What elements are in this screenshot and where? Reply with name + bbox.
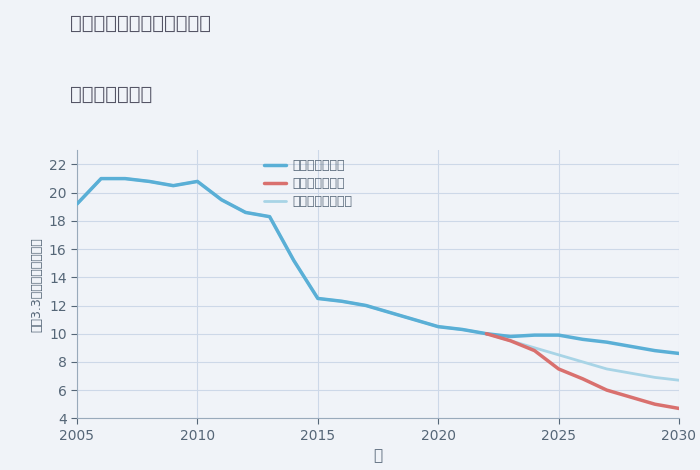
- バッドシナリオ: [554, 366, 563, 372]
- グッドシナリオ: [554, 332, 563, 338]
- ノーマルシナリオ: [603, 366, 611, 372]
- グッドシナリオ: [603, 339, 611, 345]
- ノーマルシナリオ: [626, 370, 635, 376]
- Text: 土地の価格推移: 土地の価格推移: [70, 85, 153, 103]
- ノーマルシナリオ: [554, 352, 563, 358]
- グッドシナリオ: [651, 348, 659, 353]
- Text: 三重県伊賀市上野福居町の: 三重県伊賀市上野福居町の: [70, 14, 211, 33]
- Legend: グッドシナリオ, バッドシナリオ, ノーマルシナリオ: グッドシナリオ, バッドシナリオ, ノーマルシナリオ: [264, 159, 353, 208]
- バッドシナリオ: [651, 401, 659, 407]
- Y-axis label: 坪（3.3㎡）単価（万円）: 坪（3.3㎡）単価（万円）: [30, 237, 43, 332]
- バッドシナリオ: [675, 406, 683, 411]
- ノーマルシナリオ: [675, 377, 683, 383]
- バッドシナリオ: [506, 338, 514, 344]
- グッドシナリオ: [578, 337, 587, 342]
- バッドシナリオ: [626, 394, 635, 400]
- バッドシナリオ: [603, 387, 611, 393]
- グッドシナリオ: [482, 331, 491, 337]
- ノーマルシナリオ: [531, 345, 539, 351]
- グッドシナリオ: [506, 334, 514, 339]
- X-axis label: 年: 年: [373, 448, 383, 463]
- グッドシナリオ: [626, 344, 635, 349]
- グッドシナリオ: [531, 332, 539, 338]
- グッドシナリオ: [675, 351, 683, 356]
- ノーマルシナリオ: [651, 375, 659, 380]
- Line: バッドシナリオ: バッドシナリオ: [486, 334, 679, 408]
- Line: ノーマルシナリオ: ノーマルシナリオ: [486, 334, 679, 380]
- ノーマルシナリオ: [482, 331, 491, 337]
- ノーマルシナリオ: [506, 338, 514, 344]
- Line: グッドシナリオ: グッドシナリオ: [486, 334, 679, 353]
- ノーマルシナリオ: [578, 359, 587, 365]
- バッドシナリオ: [531, 348, 539, 353]
- バッドシナリオ: [482, 331, 491, 337]
- バッドシナリオ: [578, 376, 587, 382]
